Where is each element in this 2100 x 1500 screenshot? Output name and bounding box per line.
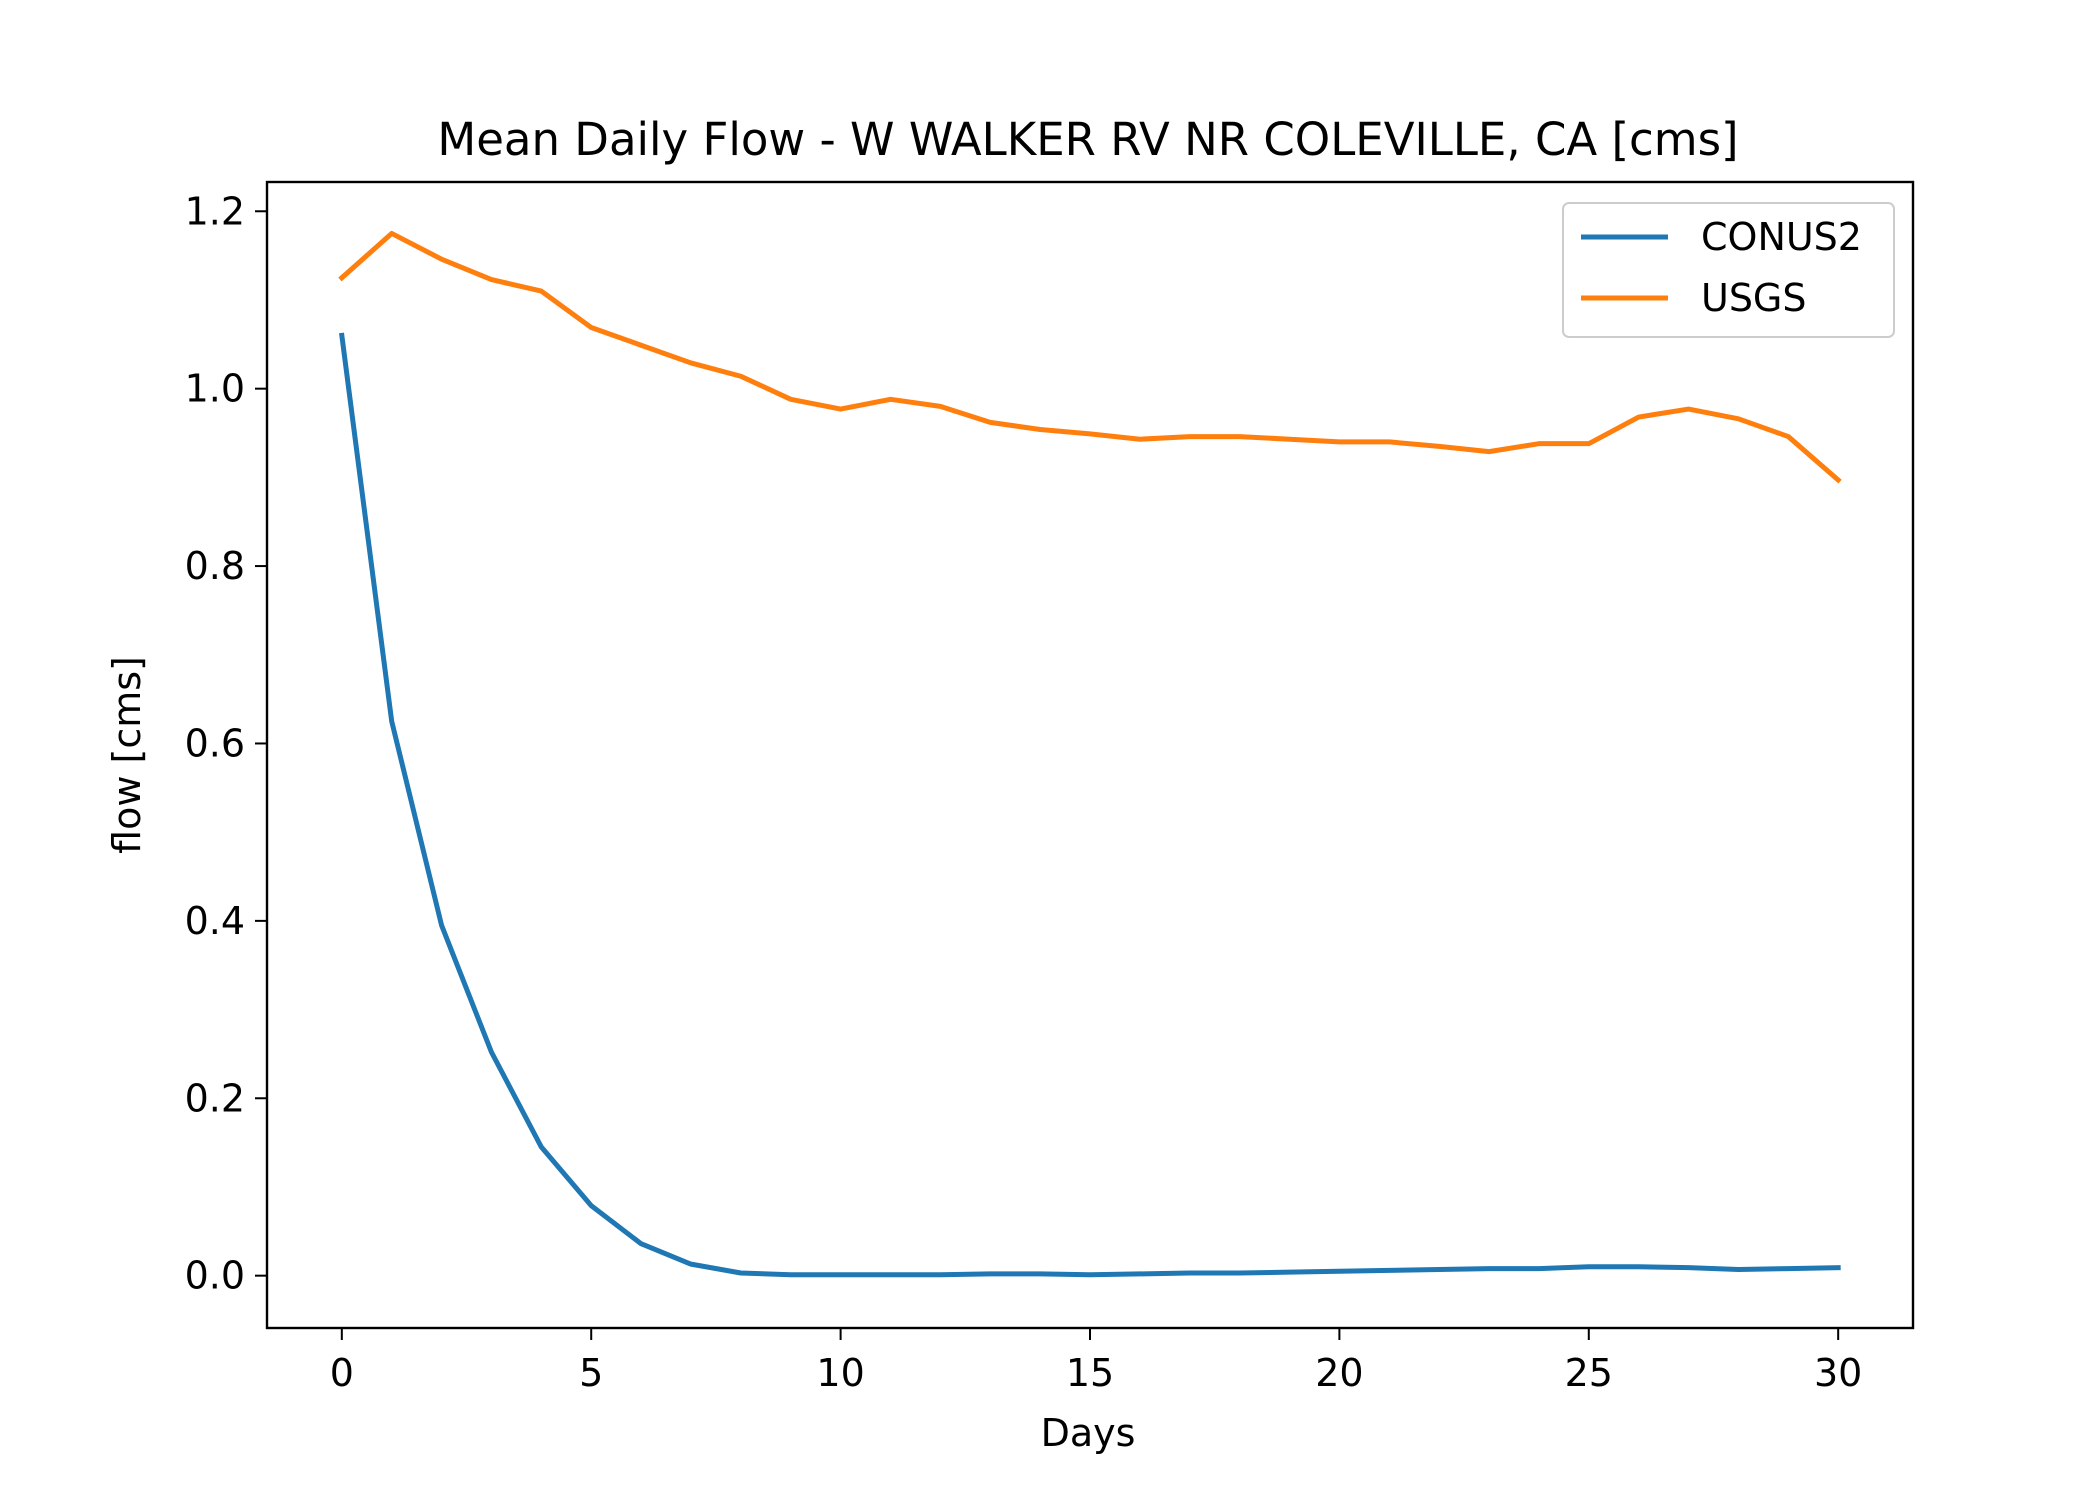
legend-entry-label: CONUS2: [1701, 215, 1862, 259]
y-axis-label: flow [cms]: [105, 656, 149, 854]
x-tick-label: 30: [1814, 1351, 1862, 1395]
legend-entry-label: USGS: [1701, 276, 1807, 320]
y-tick-label: 0.4: [185, 899, 245, 943]
x-tick-label: 0: [330, 1351, 354, 1395]
legend: CONUS2 USGS: [1562, 202, 1895, 338]
x-tick-label: 15: [1066, 1351, 1114, 1395]
y-tick-label: 0.0: [185, 1254, 245, 1298]
y-tick-label: 0.8: [185, 544, 245, 588]
series-line-1: [338, 230, 1842, 484]
plot-lines: [338, 230, 1842, 1278]
x-tick-label: 25: [1565, 1351, 1613, 1395]
y-tick-label: 1.2: [185, 189, 245, 233]
chart-title: Mean Daily Flow - W WALKER RV NR COLEVIL…: [437, 113, 1738, 166]
x-tick-label: 5: [579, 1351, 603, 1395]
y-tick-label: 0.6: [185, 721, 245, 765]
y-axis: 0.0 0.2 0.4 0.6 0.8 1.0 1.2: [185, 189, 267, 1298]
y-tick-label: 0.2: [185, 1076, 245, 1120]
x-axis: 0 5 10 15 20 25 30: [330, 1328, 1862, 1395]
x-tick-label: 10: [816, 1351, 864, 1395]
x-axis-label: Days: [1041, 1411, 1136, 1455]
series-line-0: [339, 332, 1841, 1278]
x-tick-label: 20: [1315, 1351, 1363, 1395]
y-tick-label: 1.0: [185, 367, 245, 411]
